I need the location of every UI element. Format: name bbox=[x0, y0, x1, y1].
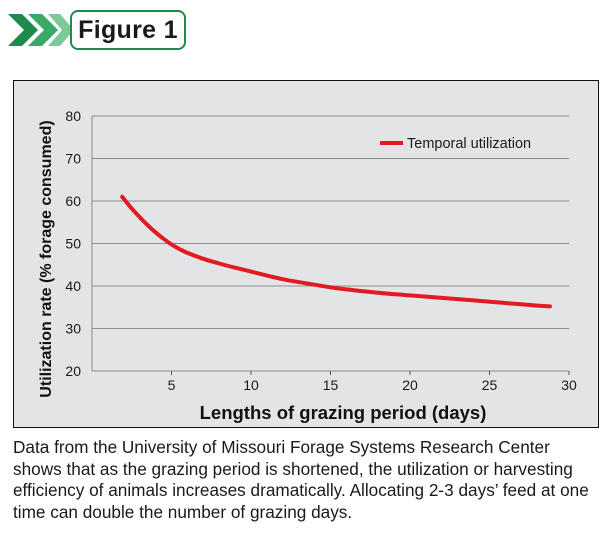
legend: Temporal utilization bbox=[380, 136, 531, 152]
y-axis-label: Utilization rate (% forage consumed) bbox=[38, 120, 55, 397]
x-axis-label: Lengths of grazing period (days) bbox=[200, 402, 487, 423]
chart-panel: 20 30 40 50 60 70 80 5 10 15 20 25 30 Temporal utili… bbox=[13, 80, 599, 428]
chevron-arrows-icon bbox=[8, 10, 78, 50]
x-tick-label: 30 bbox=[561, 377, 577, 393]
figure-title: Figure 1 bbox=[70, 10, 186, 50]
series-line-temporal-utilization bbox=[120, 194, 552, 309]
x-tick-label: 25 bbox=[482, 377, 498, 393]
line-chart: 20 30 40 50 60 70 80 5 10 15 20 25 30 Temporal utili… bbox=[38, 108, 577, 423]
y-tick-label: 40 bbox=[65, 278, 81, 294]
y-tick-label: 60 bbox=[65, 193, 81, 209]
x-tick-label: 5 bbox=[168, 377, 176, 393]
y-tick-label: 70 bbox=[65, 151, 81, 167]
y-tick-label: 20 bbox=[65, 363, 81, 379]
y-tick-label: 50 bbox=[65, 236, 81, 252]
legend-label: Temporal utilization bbox=[407, 136, 531, 152]
x-tick-label: 10 bbox=[243, 377, 259, 393]
y-tick-label: 80 bbox=[65, 108, 81, 124]
y-tick-label: 30 bbox=[65, 321, 81, 337]
x-tick-label: 20 bbox=[402, 377, 418, 393]
x-tick-label: 15 bbox=[323, 377, 339, 393]
figure-caption: Data from the University of Missouri For… bbox=[13, 437, 589, 522]
figure-label: Figure 1 bbox=[8, 10, 186, 50]
